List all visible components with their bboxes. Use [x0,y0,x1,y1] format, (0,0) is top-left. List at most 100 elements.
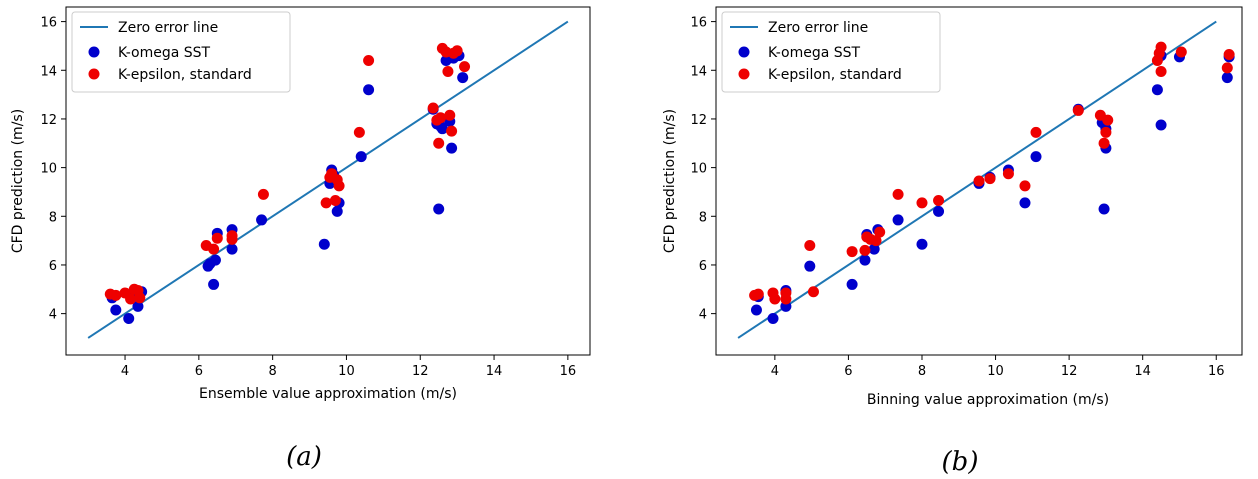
k-epsilon-point-b [933,195,944,206]
k-epsilon-point-b [859,245,870,256]
x-tick-label-a: 10 [338,364,355,379]
x-axis-label-a: Ensemble value approximation (m/s) [199,386,457,402]
k-epsilon-point-b [780,294,791,305]
k-epsilon-point-b [753,289,764,300]
k-omega-sst-point-b [804,261,815,272]
k-omega-sst-point-b [1031,151,1042,162]
k-omega-sst-point-a [208,279,219,290]
x-tick-label-a: 16 [560,364,577,379]
k-omega-sst-point-b [893,214,904,225]
legend-swatch-k-epsilon-a [89,69,100,80]
k-epsilon-point-b [893,189,904,200]
y-tick-label-a: 14 [40,64,57,79]
k-epsilon-point-b [1176,47,1187,58]
k-epsilon-point-b [1019,180,1030,191]
k-epsilon-point-a [208,244,219,255]
legend-swatch-k-omega-sst-b [739,47,750,58]
k-epsilon-point-b [974,176,985,187]
k-omega-sst-point-a [356,151,367,162]
k-epsilon-point-a [134,292,145,303]
k-epsilon-point-a [363,55,374,66]
x-tick-label-a: 8 [269,364,277,379]
k-epsilon-point-a [433,138,444,149]
k-epsilon-point-a [330,195,341,206]
k-omega-sst-point-a [256,214,267,225]
k-omega-sst-point-a [319,239,330,250]
k-epsilon-point-b [1156,42,1167,53]
y-tick-label-a: 8 [49,210,57,225]
k-epsilon-point-a [444,110,455,121]
x-tick-label-b: 8 [918,364,926,379]
y-tick-label-a: 10 [40,162,57,177]
y-tick-label-a: 16 [40,16,57,31]
y-tick-label-b: 10 [690,162,707,177]
chart-a: 4 6 8 10 12 14 16 4 6 8 10 12 14 16 Zero error line K-o… [10,7,590,472]
y-tick-label-b: 14 [690,64,707,79]
k-epsilon-point-a [227,234,238,245]
k-epsilon-point-b [1073,105,1084,116]
k-omega-sst-point-a [457,72,468,83]
x-tick-label-b: 4 [771,364,779,379]
y-axis-label-a: CFD prediction (m/s) [10,109,26,253]
y-tick-label-b: 16 [690,16,707,31]
chart-b: 4 6 8 10 12 14 1646810121416 Zero error lineK-o… [662,7,1242,477]
k-epsilon-point-b [1099,138,1110,149]
k-epsilon-point-b [1102,115,1113,126]
legend-swatch-k-omega-sst-a [89,47,100,58]
k-epsilon-point-a [428,102,439,113]
k-epsilon-point-b [847,246,858,257]
k-omega-sst-point-b [847,279,858,290]
k-epsilon-point-a [354,127,365,138]
x-tick-label-b: 14 [1134,364,1151,379]
k-omega-sst-point-a [446,143,457,154]
k-epsilon-point-b [916,197,927,208]
x-tick-label-a: 12 [412,364,429,379]
k-epsilon-point-b [1003,168,1014,179]
k-epsilon-point-a [442,66,453,77]
k-omega-sst-point-b [1152,84,1163,95]
k-epsilon-point-b [808,286,819,297]
k-epsilon-point-b [1222,62,1233,73]
y-tick-label-b: 12 [690,113,707,128]
caption-a: (a) [286,442,322,472]
k-omega-sst-point-b [859,255,870,266]
legend-zero-line-label-b: Zero error line [768,20,868,36]
k-epsilon-point-b [874,227,885,238]
k-epsilon-point-a [321,197,332,208]
k-epsilon-point-a [452,45,463,56]
k-omega-sst-point-b [751,304,762,315]
y-tick-label-b: 6 [699,259,707,274]
k-omega-sst-point-a [433,203,444,214]
x-tick-label-b: 6 [844,364,852,379]
k-epsilon-point-a [258,189,269,200]
k-epsilon-point-b [769,294,780,305]
k-epsilon-point-b [985,173,996,184]
k-omega-sst-point-b [1099,203,1110,214]
y-axis-label-b: CFD prediction (m/s) [662,109,678,253]
k-epsilon-point-a [435,112,446,123]
legend-label-k-omega-sst-a: K-omega SST [118,45,211,61]
y-tick-label-a: 12 [40,113,57,128]
k-omega-sst-point-b [1019,197,1030,208]
k-epsilon-point-a [125,294,136,305]
k-epsilon-point-a [446,126,457,137]
k-epsilon-point-b [1156,66,1167,77]
y-tick-label-a: 6 [49,259,57,274]
k-epsilon-point-b [804,240,815,251]
x-tick-label-b: 10 [987,364,1004,379]
k-epsilon-point-a [459,61,470,72]
legend-label-k-epsilon-a: K-epsilon, standard [118,67,252,83]
k-omega-sst-point-b [768,313,779,324]
x-tick-label-a: 4 [121,364,129,379]
y-tick-label-b: 4 [699,308,707,323]
x-tick-label-b: 16 [1208,364,1225,379]
x-axis-label-b: Binning value approximation (m/s) [867,392,1109,408]
k-epsilon-point-b [1100,127,1111,138]
y-tick-label-b: 8 [699,210,707,225]
k-epsilon-point-a [110,290,121,301]
k-epsilon-point-b [1031,127,1042,138]
legend-label-k-omega-sst-b: K-omega SST [768,45,861,61]
legend-zero-line-label-a: Zero error line [118,20,218,36]
y-tick-label-a: 4 [49,308,57,323]
